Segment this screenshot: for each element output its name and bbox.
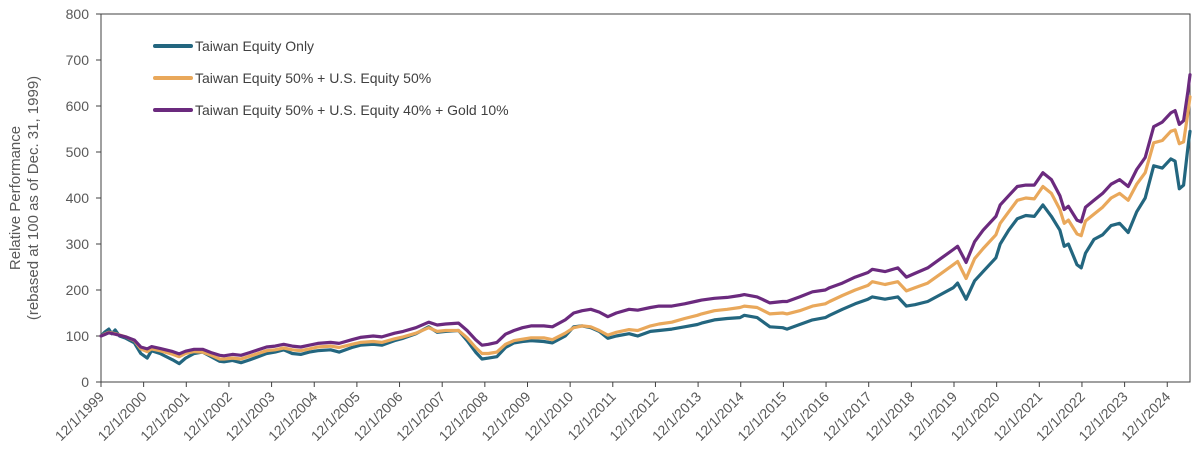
y-tick-label: 400 [66, 190, 90, 206]
x-axis: 12/1/199912/1/200012/1/200112/1/200212/1… [52, 382, 1174, 444]
y-tick-label: 0 [81, 374, 89, 390]
y-axis: 0 100 200 300 400 500 600 700 800 [66, 6, 101, 390]
series-line-2 [99, 95, 1192, 361]
series-lines [99, 73, 1192, 366]
y-tick-label: 700 [66, 52, 90, 68]
y-axis-title-line2: (rebased at 100 as of Dec. 31, 1999) [25, 76, 42, 320]
legend-label: Taiwan Equity Only [195, 38, 314, 54]
y-axis-title-line1: Relative Performance [7, 126, 24, 270]
y-axis-title: Relative Performance (rebased at 100 as … [7, 76, 42, 320]
y-tick-label: 800 [66, 6, 90, 22]
legend-label: Taiwan Equity 50% + U.S. Equity 50% [195, 70, 431, 86]
series-line-1 [99, 129, 1192, 366]
legend: Taiwan Equity Only Taiwan Equity 50% + U.… [153, 38, 509, 118]
y-tick-label: 200 [66, 282, 90, 298]
y-tick-label: 500 [66, 144, 90, 160]
series-line-3 [99, 73, 1192, 358]
y-tick-label: 100 [66, 328, 90, 344]
legend-label: Taiwan Equity 50% + U.S. Equity 40% + Go… [195, 102, 509, 118]
y-tick-label: 600 [66, 98, 90, 114]
y-tick-label: 300 [66, 236, 90, 252]
